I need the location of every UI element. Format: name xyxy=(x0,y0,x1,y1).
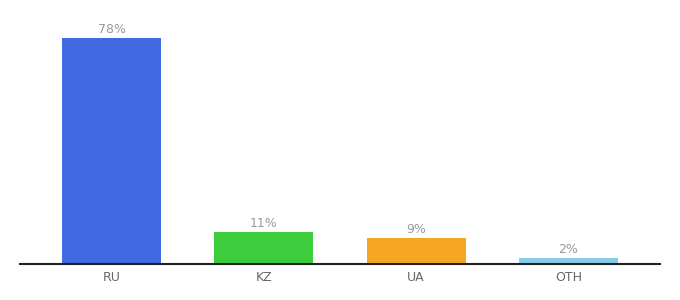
Text: 78%: 78% xyxy=(98,23,126,36)
Bar xyxy=(214,232,313,264)
Bar xyxy=(63,38,161,264)
Bar xyxy=(519,258,617,264)
Text: 11%: 11% xyxy=(250,217,277,230)
Text: 9%: 9% xyxy=(406,223,426,236)
Bar xyxy=(367,238,466,264)
Text: 2%: 2% xyxy=(558,243,578,256)
